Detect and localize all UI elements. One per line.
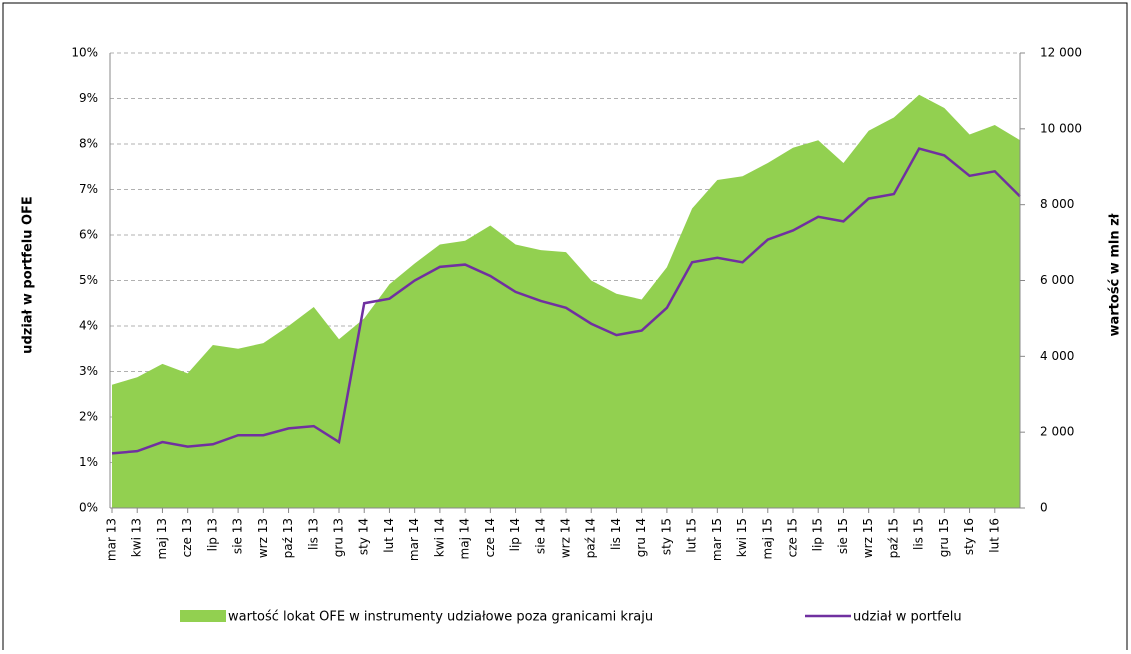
y-axis-title: udział w portfelu OFE bbox=[21, 196, 36, 354]
x-tick-label: mar 15 bbox=[710, 518, 724, 561]
x-tick-label: gru 13 bbox=[332, 518, 346, 557]
x-tick-label: sty 16 bbox=[962, 518, 976, 555]
x-tick-label: cze 14 bbox=[483, 518, 497, 557]
x-tick-label: lut 14 bbox=[382, 518, 396, 553]
y2-tick-label: 8 000 bbox=[1040, 197, 1074, 211]
x-tick-label: sty 14 bbox=[357, 518, 371, 555]
y-tick-label: 1% bbox=[79, 455, 98, 469]
y2-tick-label: 12 000 bbox=[1040, 46, 1082, 60]
x-tick-label: lut 16 bbox=[987, 518, 1001, 553]
x-tick-label: wrz 15 bbox=[861, 518, 875, 558]
x-tick-label: sie 15 bbox=[836, 518, 850, 554]
y-tick-label: 9% bbox=[79, 91, 98, 105]
x-tick-label: lip 14 bbox=[508, 518, 522, 551]
legend-label: wartość lokat OFE w instrumenty udziałow… bbox=[228, 610, 653, 625]
x-tick-label: kwi 14 bbox=[432, 518, 446, 557]
x-tick-label: sie 13 bbox=[231, 518, 245, 554]
y-tick-label: 6% bbox=[79, 228, 98, 242]
x-tick-label: cze 15 bbox=[786, 518, 800, 557]
y-tick-label: 0% bbox=[79, 501, 98, 515]
y2-tick-label: 10 000 bbox=[1040, 121, 1082, 135]
x-tick-label: gru 15 bbox=[937, 518, 951, 557]
legend-label: udział w portfelu bbox=[853, 610, 962, 625]
x-tick-label: wrz 13 bbox=[256, 518, 270, 558]
y-tick-label: 10% bbox=[71, 46, 98, 60]
line bbox=[111, 147, 1021, 455]
x-tick-label: maj 15 bbox=[760, 518, 774, 559]
y2-tick-label: 4 000 bbox=[1040, 349, 1074, 363]
x-tick-label: lip 13 bbox=[205, 518, 219, 551]
x-tick-label: kwi 13 bbox=[130, 518, 144, 557]
x-tick-label: mar 14 bbox=[407, 518, 421, 561]
x-tick-label: sty 15 bbox=[659, 518, 673, 555]
x-tick-label: paź 13 bbox=[281, 518, 295, 558]
x-tick-label: maj 14 bbox=[458, 518, 472, 559]
y-tick-label: 8% bbox=[79, 137, 98, 151]
y-tick-label: 7% bbox=[79, 182, 98, 196]
x-tick-label: lip 15 bbox=[811, 518, 825, 551]
y-tick-label: 2% bbox=[79, 410, 98, 424]
x-tick-label: cze 13 bbox=[180, 518, 194, 557]
x-tick-label: paź 15 bbox=[886, 518, 900, 558]
x-tick-label: gru 14 bbox=[634, 518, 648, 557]
x-tick-label: wrz 14 bbox=[559, 518, 573, 558]
x-tick-label: sie 14 bbox=[533, 518, 547, 554]
area bbox=[112, 94, 1020, 508]
y2-tick-label: 2 000 bbox=[1040, 425, 1074, 439]
x-tick-label: lis 14 bbox=[609, 518, 623, 550]
x-tick-label: lis 15 bbox=[912, 518, 926, 550]
y2-tick-label: 0 bbox=[1040, 501, 1048, 515]
y-tick-label: 4% bbox=[79, 319, 98, 333]
y2-tick-label: 6 000 bbox=[1040, 273, 1074, 287]
x-tick-label: lut 15 bbox=[685, 518, 699, 553]
x-tick-label: paź 14 bbox=[584, 518, 598, 558]
x-tick-label: maj 13 bbox=[155, 518, 169, 559]
y-tick-label: 5% bbox=[79, 273, 98, 287]
legend-swatch bbox=[180, 610, 226, 622]
x-tick-label: lis 13 bbox=[306, 518, 320, 550]
y2-axis-title: wartość w mln zł bbox=[1108, 212, 1123, 336]
x-tick-label: mar 13 bbox=[105, 518, 119, 561]
y-tick-label: 3% bbox=[79, 364, 98, 378]
x-tick-label: kwi 15 bbox=[735, 518, 749, 557]
